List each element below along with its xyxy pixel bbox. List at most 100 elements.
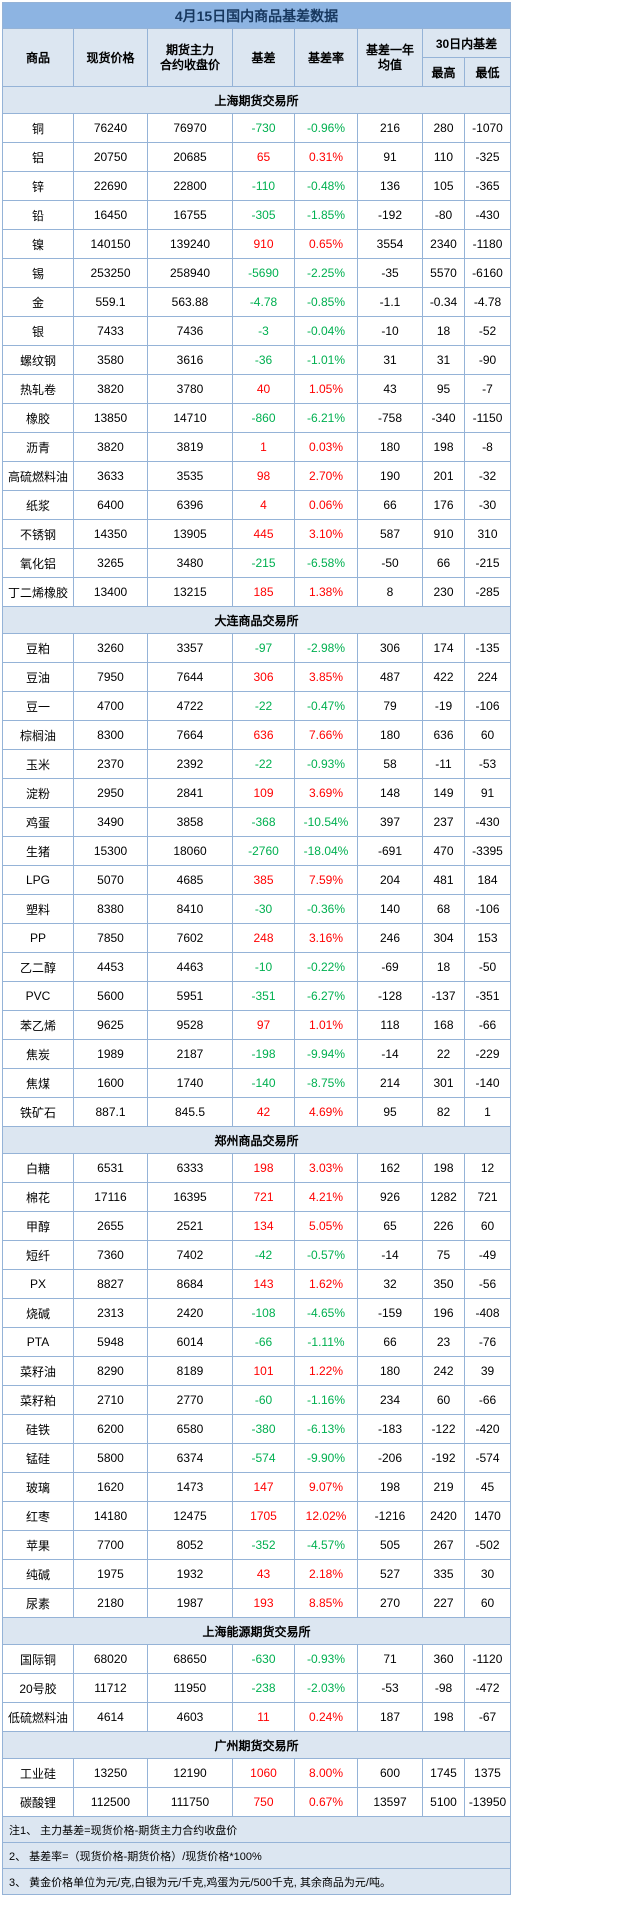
spot-price-cell: 14350	[73, 519, 148, 549]
commodity-row: PX 8827 8684 143 1.62% 32 350 -56	[2, 1269, 512, 1299]
futures-close-cell: 9528	[147, 1010, 233, 1040]
futures-close-cell: 2841	[147, 778, 233, 808]
year-avg-basis-cell: 587	[357, 519, 423, 549]
futures-close-cell: 1932	[147, 1559, 233, 1589]
year-avg-basis-cell: -758	[357, 403, 423, 433]
basis-rate-cell: 1.01%	[294, 1010, 358, 1040]
basis-cell: -5690	[232, 258, 295, 288]
commodity-row: 玻璃 1620 1473 147 9.07% 198 219 45	[2, 1472, 512, 1502]
spot-price-cell: 5800	[73, 1443, 148, 1473]
spot-price-cell: 9625	[73, 1010, 148, 1040]
basis-rate-cell: -0.04%	[294, 316, 358, 346]
high-30d-cell: 60	[422, 1385, 465, 1415]
commodity-name-cell: 热轧卷	[2, 374, 74, 404]
commodity-row: 塑料 8380 8410 -30 -0.36% 140 68 -106	[2, 894, 512, 924]
commodity-row: PP 7850 7602 248 3.16% 246 304 153	[2, 923, 512, 953]
basis-rate-cell: 3.03%	[294, 1153, 358, 1183]
spot-price-cell: 16450	[73, 200, 148, 230]
basis-rate-cell: -1.16%	[294, 1385, 358, 1415]
year-avg-basis-cell: -35	[357, 258, 423, 288]
basis-cell: -352	[232, 1530, 295, 1560]
low-30d-cell: -135	[463, 633, 512, 663]
spot-price-cell: 14180	[73, 1501, 148, 1531]
low-30d-cell: 60	[463, 720, 512, 750]
col-header-basis: 基差	[232, 28, 295, 87]
low-30d-cell: -32	[463, 461, 512, 491]
basis-cell: -2760	[232, 836, 295, 866]
year-avg-basis-cell: 95	[357, 1097, 423, 1127]
basis-cell: -66	[232, 1327, 295, 1357]
note-line-3: 3、 黄金价格单位为元/克,白银为元/千克,鸡蛋为元/500千克, 其余商品为元…	[1, 1868, 512, 1895]
low-30d-cell: -53	[463, 749, 512, 779]
commodity-name-cell: 国际铜	[2, 1644, 74, 1674]
futures-close-cell: 12190	[147, 1758, 233, 1788]
low-30d-cell: -106	[463, 894, 512, 924]
low-30d-cell: -30	[463, 490, 512, 520]
note-line-1: 注1、 主力基差=现货价格-期货主力合约收盘价	[1, 1816, 512, 1843]
exchange-section-label: 上海能源期货交易所	[1, 1617, 512, 1645]
commodity-name-cell: 20号胶	[2, 1673, 74, 1703]
basis-rate-cell: -4.57%	[294, 1530, 358, 1560]
spot-price-cell: 3820	[73, 374, 148, 404]
low-30d-cell: -3395	[463, 836, 512, 866]
commodity-row: 锰硅 5800 6374 -574 -9.90% -206 -192 -574	[2, 1443, 512, 1473]
low-30d-cell: -90	[463, 345, 512, 375]
futures-close-cell: 22800	[147, 171, 233, 201]
commodity-name-cell: 棕榈油	[2, 720, 74, 750]
commodity-name-cell: 白糖	[2, 1153, 74, 1183]
year-avg-basis-cell: -53	[357, 1673, 423, 1703]
basis-rate-cell: 4.69%	[294, 1097, 358, 1127]
low-30d-cell: 224	[463, 662, 512, 692]
futures-close-cell: 16395	[147, 1182, 233, 1212]
commodity-row: 螺纹钢 3580 3616 -36 -1.01% 31 31 -90	[2, 345, 512, 375]
year-avg-basis-cell: 234	[357, 1385, 423, 1415]
commodity-name-cell: 沥青	[2, 432, 74, 462]
year-avg-basis-cell: -206	[357, 1443, 423, 1473]
year-avg-basis-cell: -1216	[357, 1501, 423, 1531]
exchange-section-row: 上海期货交易所	[1, 86, 512, 114]
high-30d-cell: 23	[422, 1327, 465, 1357]
commodity-name-cell: 豆油	[2, 662, 74, 692]
commodity-row: 乙二醇 4453 4463 -10 -0.22% -69 18 -50	[2, 952, 512, 982]
low-30d-cell: -67	[463, 1702, 512, 1732]
low-30d-cell: -106	[463, 691, 512, 721]
low-30d-cell: -1120	[463, 1644, 512, 1674]
futures-close-cell: 16755	[147, 200, 233, 230]
commodity-row: LPG 5070 4685 385 7.59% 204 481 184	[2, 865, 512, 895]
commodity-name-cell: 不锈钢	[2, 519, 74, 549]
commodity-row: 尿素 2180 1987 193 8.85% 270 227 60	[2, 1588, 512, 1618]
high-30d-cell: -19	[422, 691, 465, 721]
basis-cell: 306	[232, 662, 295, 692]
futures-close-cell: 18060	[147, 836, 233, 866]
year-avg-basis-cell: 43	[357, 374, 423, 404]
spot-price-cell: 2655	[73, 1211, 148, 1241]
basis-rate-cell: -8.75%	[294, 1068, 358, 1098]
year-avg-basis-cell: 505	[357, 1530, 423, 1560]
low-30d-cell: -365	[463, 171, 512, 201]
commodity-row: 工业硅 13250 12190 1060 8.00% 600 1745 1375	[2, 1758, 512, 1788]
exchange-section-row: 郑州商品交易所	[1, 1126, 512, 1154]
commodity-row: 红枣 14180 12475 1705 12.02% -1216 2420 1470	[2, 1501, 512, 1531]
low-30d-cell: -56	[463, 1269, 512, 1299]
futures-close-cell: 4722	[147, 691, 233, 721]
high-30d-cell: 230	[422, 577, 465, 607]
basis-rate-cell: -6.58%	[294, 548, 358, 578]
low-30d-cell: -408	[463, 1298, 512, 1328]
commodity-name-cell: 低硫燃料油	[2, 1702, 74, 1732]
futures-close-cell: 8189	[147, 1356, 233, 1386]
futures-close-cell: 13215	[147, 577, 233, 607]
commodity-name-cell: 铝	[2, 142, 74, 172]
commodity-row: 金 559.1 563.88 -4.78 -0.85% -1.1 -0.34 -4.78	[2, 287, 512, 317]
year-avg-basis-cell: 180	[357, 1356, 423, 1386]
futures-close-cell: 111750	[147, 1787, 233, 1817]
commodity-row: 铝 20750 20685 65 0.31% 91 110 -325	[2, 142, 512, 172]
commodity-name-cell: 鸡蛋	[2, 807, 74, 837]
low-30d-cell: 60	[463, 1211, 512, 1241]
commodity-name-cell: 菜籽粕	[2, 1385, 74, 1415]
spot-price-cell: 6531	[73, 1153, 148, 1183]
low-30d-cell: -140	[463, 1068, 512, 1098]
commodity-row: 鸡蛋 3490 3858 -368 -10.54% 397 237 -430	[2, 807, 512, 837]
high-30d-cell: 2340	[422, 229, 465, 259]
year-avg-basis-cell: 246	[357, 923, 423, 953]
commodity-row: 低硫燃料油 4614 4603 11 0.24% 187 198 -67	[2, 1702, 512, 1732]
